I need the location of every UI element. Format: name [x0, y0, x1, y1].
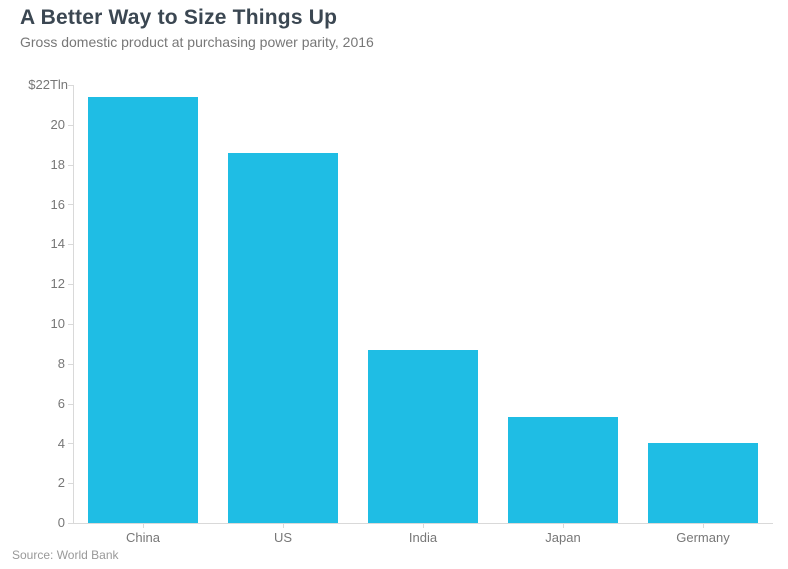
- y-tick: [68, 284, 73, 285]
- x-tick: [423, 523, 424, 528]
- x-tick-label: Japan: [493, 530, 633, 545]
- y-tick: [68, 364, 73, 365]
- y-tick: [68, 324, 73, 325]
- y-tick-label: 0: [25, 515, 65, 530]
- x-tick-label: US: [213, 530, 353, 545]
- x-tick: [703, 523, 704, 528]
- y-tick-label: 18: [25, 157, 65, 172]
- chart-subtitle: Gross domestic product at purchasing pow…: [20, 34, 374, 50]
- y-tick: [68, 443, 73, 444]
- x-tick-label: India: [353, 530, 493, 545]
- y-tick-label: 12: [25, 276, 65, 291]
- y-tick-label-top: $22Tln: [8, 77, 68, 92]
- y-tick-label: 4: [25, 436, 65, 451]
- y-tick: [68, 404, 73, 405]
- bar: [228, 153, 337, 523]
- bar: [648, 443, 757, 523]
- y-tick-label: 8: [25, 356, 65, 371]
- bar: [368, 350, 477, 523]
- y-tick: [68, 244, 73, 245]
- y-tick-label: 14: [25, 236, 65, 251]
- y-axis-line: [73, 85, 74, 523]
- x-tick: [563, 523, 564, 528]
- y-tick-label: 10: [25, 316, 65, 331]
- y-tick: [68, 165, 73, 166]
- plot-area: 02468101214161820$22TlnChinaUSIndiaJapan…: [73, 85, 773, 523]
- y-tick-label: 2: [25, 475, 65, 490]
- y-tick-label: 16: [25, 197, 65, 212]
- chart-container: A Better Way to Size Things Up Gross dom…: [0, 0, 788, 569]
- y-tick-label: 20: [25, 117, 65, 132]
- x-tick-label: Germany: [633, 530, 773, 545]
- x-tick: [143, 523, 144, 528]
- y-tick: [68, 85, 73, 86]
- chart-title: A Better Way to Size Things Up: [20, 6, 337, 30]
- y-tick: [68, 204, 73, 205]
- x-tick: [283, 523, 284, 528]
- bar: [88, 97, 197, 523]
- chart-source: Source: World Bank: [12, 548, 119, 562]
- x-tick-label: China: [73, 530, 213, 545]
- bar: [508, 417, 617, 523]
- y-tick-label: 6: [25, 396, 65, 411]
- y-tick: [68, 523, 73, 524]
- y-tick: [68, 125, 73, 126]
- y-tick: [68, 483, 73, 484]
